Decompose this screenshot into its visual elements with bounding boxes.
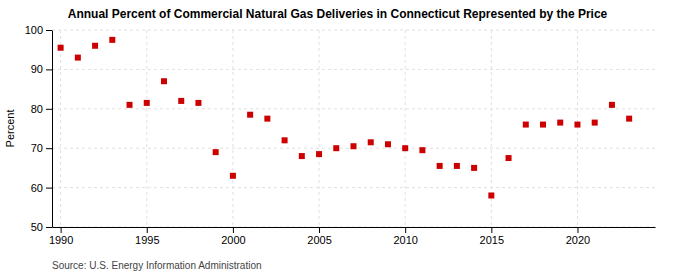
point bbox=[437, 163, 443, 169]
point bbox=[282, 137, 288, 143]
grid-line bbox=[319, 30, 320, 227]
plot: 1990 1995 2000 2005 2010 2015 2020 50 60 70 80 90 10… bbox=[25, 24, 656, 246]
tick-mark bbox=[233, 227, 234, 233]
tick-label: 2010 bbox=[393, 234, 417, 246]
tick-label: 80 bbox=[31, 103, 43, 115]
tick-mark bbox=[61, 227, 62, 233]
point bbox=[402, 145, 408, 151]
tick: 2015 bbox=[480, 227, 504, 246]
grid-line bbox=[52, 187, 655, 188]
tick-mark bbox=[46, 69, 52, 70]
point bbox=[58, 45, 64, 51]
point bbox=[454, 163, 460, 169]
point bbox=[230, 173, 236, 179]
point bbox=[506, 155, 512, 161]
point bbox=[626, 116, 632, 122]
point bbox=[385, 141, 391, 147]
point bbox=[92, 43, 98, 49]
point bbox=[368, 139, 374, 145]
point bbox=[213, 149, 219, 155]
tick-mark bbox=[46, 227, 52, 228]
point bbox=[351, 143, 357, 149]
point bbox=[144, 100, 150, 106]
grid-line bbox=[52, 30, 655, 31]
chart: 1990 1995 2000 2005 2010 2015 2020 50 60 70 80 90 10… bbox=[0, 0, 675, 275]
tick-label: 2005 bbox=[307, 234, 331, 246]
point bbox=[557, 120, 563, 126]
tick-label: 1990 bbox=[49, 234, 73, 246]
grid-line bbox=[52, 69, 655, 70]
tick-label: 100 bbox=[25, 24, 43, 36]
point bbox=[299, 153, 305, 159]
tick: 2020 bbox=[566, 227, 590, 246]
point bbox=[574, 122, 580, 128]
point bbox=[127, 102, 133, 108]
tick-mark bbox=[491, 227, 492, 233]
tick: 90 bbox=[31, 63, 52, 75]
tick: 50 bbox=[31, 221, 52, 233]
point bbox=[333, 145, 339, 151]
tick-mark bbox=[46, 188, 52, 189]
point bbox=[178, 98, 184, 104]
point bbox=[419, 147, 425, 153]
tick-label: 2020 bbox=[566, 234, 590, 246]
grid-line bbox=[232, 30, 233, 227]
grid-line bbox=[577, 30, 578, 227]
point bbox=[316, 151, 322, 157]
point bbox=[264, 116, 270, 122]
tick: 2000 bbox=[221, 227, 245, 246]
tick: 1995 bbox=[135, 227, 159, 246]
grid bbox=[52, 30, 655, 227]
grid-line bbox=[52, 108, 655, 109]
grid-line bbox=[52, 227, 655, 228]
x-axis: 1990 1995 2000 2005 2010 2015 2020 bbox=[49, 227, 656, 246]
axis-line bbox=[53, 227, 656, 228]
tick: 60 bbox=[31, 182, 52, 194]
point bbox=[523, 122, 529, 128]
tick: 2010 bbox=[393, 227, 417, 246]
point bbox=[109, 37, 115, 43]
source-note: Source: U.S. Energy Information Administ… bbox=[52, 260, 262, 271]
tick-label: 60 bbox=[31, 182, 43, 194]
y-axis-title: Percent bbox=[4, 110, 16, 148]
point bbox=[247, 112, 253, 118]
grid-line bbox=[60, 30, 61, 227]
tick-mark bbox=[46, 148, 52, 149]
tick: 100 bbox=[25, 24, 52, 36]
tick-mark bbox=[147, 227, 148, 233]
title: Annual Percent of Commercial Natural Gas… bbox=[68, 7, 608, 21]
tick-mark bbox=[46, 109, 52, 110]
point bbox=[161, 78, 167, 84]
point bbox=[488, 192, 494, 198]
tick: 70 bbox=[31, 142, 52, 154]
tick-label: 50 bbox=[31, 221, 43, 233]
point bbox=[195, 100, 201, 106]
point bbox=[609, 102, 615, 108]
y-axis: 50 60 70 80 90 100 bbox=[25, 24, 53, 233]
tick: 80 bbox=[31, 103, 52, 115]
point bbox=[540, 122, 546, 128]
tick-label: 70 bbox=[31, 142, 43, 154]
points bbox=[58, 37, 633, 199]
point bbox=[75, 55, 81, 61]
tick-mark bbox=[405, 227, 406, 233]
grid-line bbox=[405, 30, 406, 227]
axis-line bbox=[52, 31, 53, 228]
tick: 1990 bbox=[49, 227, 73, 246]
tick: 2005 bbox=[307, 227, 331, 246]
tick-label: 90 bbox=[31, 63, 43, 75]
tick-mark bbox=[319, 227, 320, 233]
tick-mark bbox=[577, 227, 578, 233]
tick-label: 2015 bbox=[480, 234, 504, 246]
tick-mark bbox=[46, 30, 52, 31]
point bbox=[471, 165, 477, 171]
grid-line bbox=[146, 30, 147, 227]
tick-label: 1995 bbox=[135, 234, 159, 246]
point bbox=[592, 120, 598, 126]
tick-label: 2000 bbox=[221, 234, 245, 246]
